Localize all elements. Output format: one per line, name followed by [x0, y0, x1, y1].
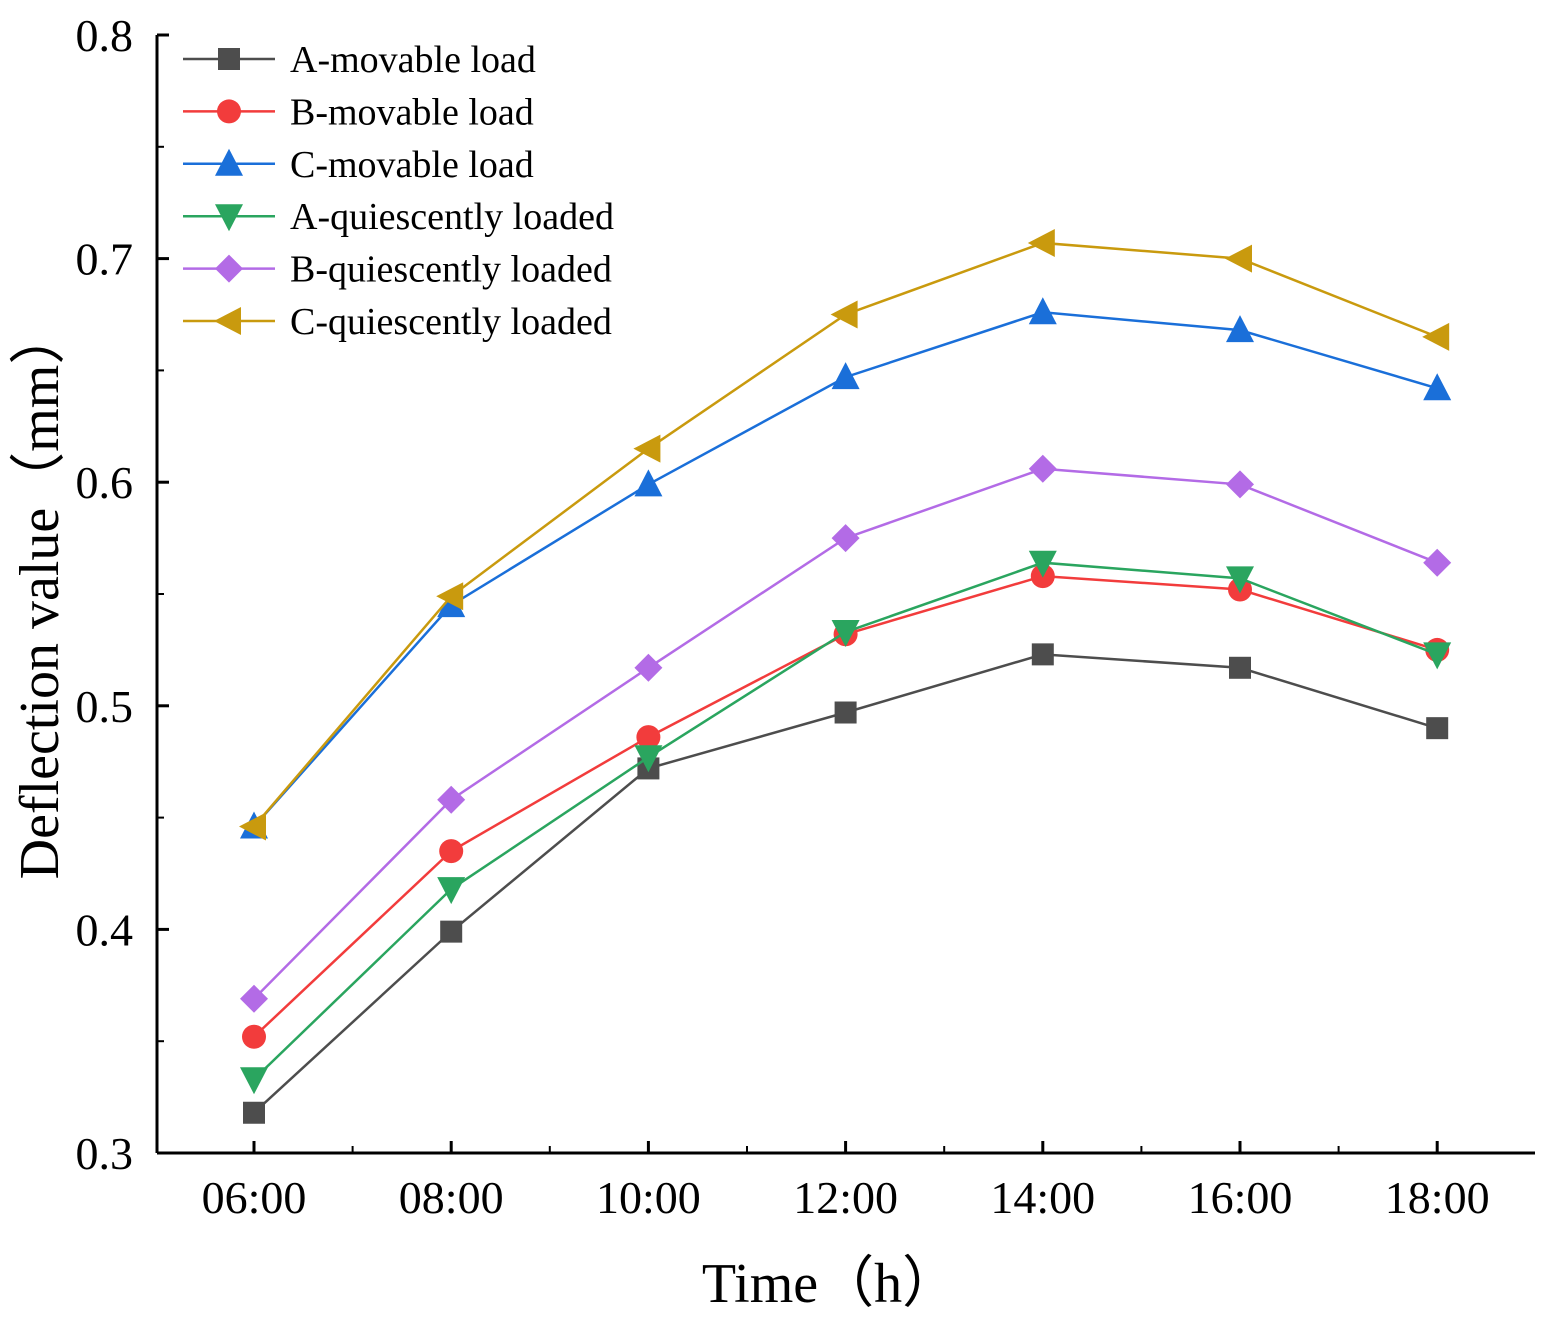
x-tick-label: 12:00 — [793, 1172, 898, 1223]
x-axis-title: Time（h） — [702, 1253, 958, 1315]
data-point — [831, 362, 860, 390]
data-point — [1226, 470, 1254, 499]
data-point — [1423, 642, 1452, 670]
data-point — [834, 701, 857, 724]
data-point — [240, 984, 268, 1013]
data-point — [1426, 717, 1449, 740]
x-tick-label: 16:00 — [1188, 1172, 1293, 1223]
series-b-quiescently-loaded — [240, 454, 1452, 1013]
data-point — [240, 1067, 268, 1095]
series-a-quiescently-loaded — [240, 550, 1452, 1095]
data-point — [634, 745, 663, 773]
legend-marker — [215, 204, 243, 232]
data-point — [437, 785, 466, 814]
data-point — [1422, 322, 1450, 351]
legend: A-movable load B-movable load C-movable lo… — [183, 39, 614, 343]
data-point — [636, 725, 661, 750]
data-point — [1423, 373, 1452, 401]
legend-label: B-quiescently loaded — [290, 249, 612, 291]
data-point — [1028, 454, 1057, 483]
y-tick-label: 0.5 — [76, 681, 134, 732]
series-line — [253, 310, 1438, 828]
y-tick-label: 0.4 — [76, 904, 134, 955]
legend-marker — [215, 254, 243, 283]
series-c-movable-load — [240, 297, 1452, 839]
data-point — [830, 300, 858, 329]
data-point — [239, 812, 266, 841]
data-point — [1226, 566, 1254, 594]
data-point — [440, 920, 463, 943]
data-point — [242, 1024, 266, 1049]
data-point — [633, 434, 661, 463]
legend-item: C-quiescently loaded — [183, 301, 612, 343]
legend-item: A-movable load — [183, 39, 536, 81]
data-point — [1225, 244, 1252, 273]
legend-item: C-movable load — [183, 144, 534, 186]
data-point — [1226, 315, 1254, 343]
legend-label: A-quiescently loaded — [290, 196, 614, 238]
data-point — [1027, 228, 1055, 257]
data-point — [1028, 297, 1057, 325]
legend-item: A-quiescently loaded — [183, 196, 614, 238]
data-point — [437, 877, 466, 905]
series-c-quiescently-loaded — [239, 228, 1450, 841]
y-tick-label: 0.8 — [76, 10, 134, 61]
data-point — [634, 469, 663, 497]
x-tick-label: 14:00 — [990, 1172, 1095, 1223]
data-point — [1028, 550, 1057, 578]
y-tick-label: 0.3 — [76, 1128, 134, 1179]
legend-label: C-quiescently loaded — [290, 301, 612, 343]
data-point — [1031, 643, 1054, 666]
legend-marker — [218, 48, 240, 70]
x-ticks: 06:00 08:00 10:00 12:00 14:00 16:00 18:00 — [202, 1141, 1490, 1223]
legend-item: B-movable load — [183, 91, 534, 133]
data-point — [1229, 656, 1251, 679]
x-tick-label: 06:00 — [202, 1172, 307, 1223]
legend-marker — [215, 148, 243, 176]
y-tick-label: 0.6 — [76, 457, 134, 508]
x-tick-label: 08:00 — [399, 1172, 504, 1223]
data-point — [831, 620, 860, 648]
data-point — [831, 524, 860, 553]
x-tick-label: 18:00 — [1385, 1172, 1490, 1223]
legend-marker — [217, 99, 241, 124]
y-axis-title: Deflection value（mm） — [9, 309, 71, 880]
data-point — [243, 1101, 265, 1124]
data-point — [1423, 548, 1452, 577]
legend-marker — [214, 307, 241, 335]
legend-label: A-movable load — [290, 39, 536, 81]
series-a-movable-load — [243, 643, 1449, 1124]
legend-item: B-quiescently loaded — [183, 249, 612, 291]
data-point — [439, 839, 464, 864]
data-point — [436, 582, 464, 611]
y-tick-label: 0.7 — [76, 234, 134, 285]
data-point — [634, 653, 663, 682]
y-ticks: 0.3 0.4 0.5 0.6 0.7 0.8 — [76, 10, 169, 1179]
x-tick-label: 10:00 — [596, 1172, 701, 1223]
series-layer — [239, 228, 1452, 1124]
legend-label: C-movable load — [290, 144, 534, 186]
legend-label: B-movable load — [290, 91, 534, 133]
